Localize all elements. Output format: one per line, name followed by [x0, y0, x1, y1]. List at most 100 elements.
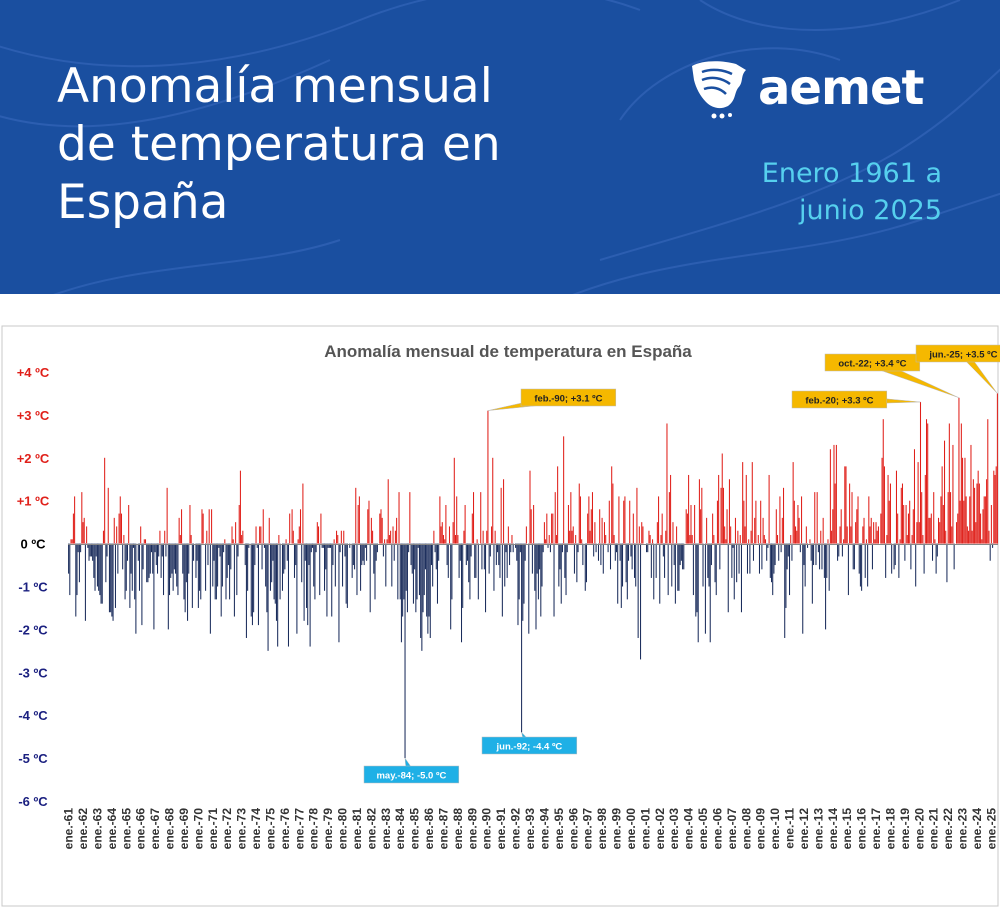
contour-lines-decoration — [0, 0, 1000, 294]
x-tick-label: ene.-70 — [191, 808, 205, 850]
page-title: Anomalía mensual de temperatura en Españ… — [57, 58, 657, 232]
y-tick-label: +1 ºC — [17, 494, 50, 509]
x-tick-label: ene.-90 — [480, 808, 494, 850]
x-tick-label: ene.-13 — [811, 808, 825, 850]
y-tick-label: -1 ºC — [18, 580, 48, 595]
x-tick-label: ene.-77 — [292, 808, 306, 850]
chart-title: Anomalía mensual de temperatura en Españ… — [324, 342, 692, 361]
annotation-label: feb.-90; +3.1 ºC — [534, 394, 602, 405]
x-tick-label: ene.-64 — [105, 808, 119, 850]
x-tick-label: ene.-69 — [177, 808, 191, 850]
x-tick-label: ene.-79 — [321, 808, 335, 850]
period-line-1: Enero 1961 a — [761, 158, 942, 189]
x-tick-label: ene.-06 — [710, 808, 724, 850]
chart-frame — [1, 325, 999, 907]
x-tick-label: ene.-03 — [667, 808, 681, 850]
x-tick-label: ene.-14 — [826, 808, 840, 850]
x-tick-label: ene.-97 — [581, 808, 595, 850]
x-tick-label: ene.-92 — [509, 808, 523, 850]
x-tick-label: ene.-22 — [941, 808, 955, 850]
y-tick-label: -6 ºC — [18, 794, 48, 809]
x-tick-label: ene.-78 — [307, 808, 321, 850]
x-tick-label: ene.-17 — [869, 808, 883, 850]
x-tick-label: ene.-12 — [797, 808, 811, 850]
x-tick-label: ene.-62 — [76, 808, 90, 850]
x-tick-label: ene.-93 — [523, 808, 537, 850]
x-tick-label: ene.-99 — [610, 808, 624, 850]
x-tick-label: ene.-87 — [436, 808, 450, 850]
x-tick-label: ene.-20 — [912, 808, 926, 850]
y-axis-ticks: +4 ºC +3 ºC +2 ºC +1 ºC 0 ºC -1 ºC -2 ºC -3 ºC -… — [17, 365, 50, 809]
iberia-map-icon — [692, 61, 746, 119]
x-tick-label: ene.-10 — [768, 808, 782, 850]
x-tick-label: ene.-91 — [494, 808, 508, 850]
x-tick-label: ene.-24 — [970, 808, 984, 850]
x-tick-label: ene.-71 — [206, 808, 220, 850]
x-tick-label: ene.-95 — [552, 808, 566, 850]
annotation-box — [824, 353, 921, 372]
x-tick-label: ene.-68 — [163, 808, 177, 850]
y-tick-label: 0 ºC — [21, 537, 47, 552]
x-tick-label: ene.-25 — [984, 808, 998, 850]
x-tick-label: ene.-08 — [739, 808, 753, 850]
x-tick-label: ene.-09 — [754, 808, 768, 850]
chart-annotations: feb.-90; +3.1 ºC may.-84; -5.0 ºC jun.-92;… — [363, 344, 1000, 784]
annotation-label: oct.-22; +3.4 ºC — [838, 359, 906, 370]
anomaly-bar-chart: Anomalía mensual de temperatura en Españ… — [1, 325, 1000, 907]
x-tick-label: ene.-86 — [422, 808, 436, 850]
aemet-wordmark: aemet — [758, 60, 924, 116]
annotation-label: may.-84; -5.0 ºC — [376, 771, 446, 782]
x-tick-label: ene.-23 — [956, 808, 970, 850]
x-tick-label: ene.-74 — [249, 808, 263, 850]
annotation-box — [915, 344, 1000, 363]
x-tick-label: ene.-05 — [696, 808, 710, 850]
annotation-label: jun.-92; -4.4 ºC — [496, 742, 563, 753]
x-tick-label: ene.-94 — [537, 808, 551, 850]
period-label: Enero 1961 a junio 2025 — [682, 155, 942, 229]
y-tick-label: +2 ºC — [17, 451, 50, 466]
x-tick-label: ene.-73 — [235, 808, 249, 850]
y-tick-label: -3 ºC — [18, 665, 48, 680]
x-tick-label: ene.-19 — [898, 808, 912, 850]
title-line-3: España — [57, 175, 229, 230]
period-line-2: junio 2025 — [798, 195, 942, 226]
x-tick-label: ene.-11 — [783, 808, 797, 849]
x-tick-label: ene.-85 — [408, 808, 422, 850]
x-tick-label: ene.-76 — [278, 808, 292, 850]
annotation-box — [363, 765, 460, 784]
y-tick-label: +4 ºC — [17, 365, 50, 380]
x-tick-label: ene.-01 — [638, 808, 652, 850]
chart-panel: Anomalía mensual de temperatura en Españ… — [0, 294, 1000, 909]
title-line-2: de temperatura en — [57, 117, 501, 172]
y-tick-label: +3 ºC — [17, 408, 50, 423]
x-tick-label: ene.-21 — [927, 808, 941, 850]
annotation-box — [481, 736, 578, 755]
annotation-box — [791, 390, 888, 409]
x-tick-label: ene.-15 — [840, 808, 854, 850]
y-tick-label: -2 ºC — [18, 622, 48, 637]
x-tick-label: ene.-75 — [263, 808, 277, 850]
y-tick-label: -5 ºC — [18, 751, 48, 766]
x-tick-label: ene.-02 — [653, 808, 667, 850]
annotation-label: jun.-25; +3.5 ºC — [928, 350, 997, 361]
y-tick-label: -4 ºC — [18, 708, 48, 723]
title-line-1: Anomalía mensual — [57, 59, 493, 114]
x-tick-label: ene.-04 — [682, 808, 696, 850]
aemet-logo: aemet — [688, 58, 948, 120]
x-tick-label: ene.-89 — [465, 808, 479, 850]
x-tick-label: ene.-81 — [350, 808, 364, 850]
annotation-label: feb.-20; +3.3 ºC — [805, 396, 873, 407]
x-tick-label: ene.-72 — [220, 808, 234, 850]
x-tick-label: ene.-98 — [595, 808, 609, 850]
x-tick-label: ene.-96 — [566, 808, 580, 850]
x-tick-label: ene.-63 — [90, 808, 104, 850]
x-tick-label: ene.-88 — [451, 808, 465, 850]
x-tick-label: ene.-67 — [148, 808, 162, 850]
annotation-box — [520, 388, 617, 407]
x-tick-label: ene.-00 — [624, 808, 638, 850]
x-tick-label: ene.-83 — [379, 808, 393, 850]
x-tick-label: ene.-66 — [134, 808, 148, 850]
x-tick-label: ene.-65 — [119, 808, 133, 850]
x-tick-label: ene.-61 — [62, 808, 76, 850]
x-tick-label: ene.-16 — [855, 808, 869, 850]
